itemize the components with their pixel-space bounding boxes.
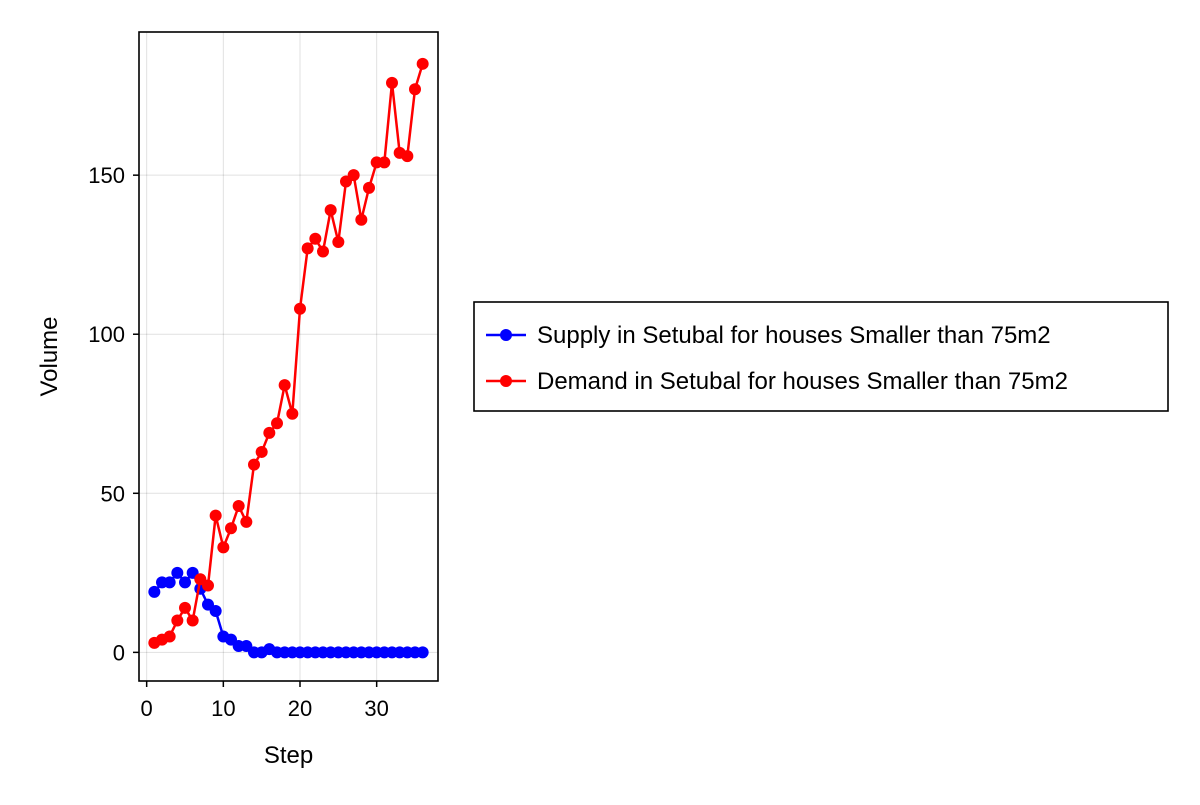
series-layer: [148, 57, 429, 659]
data-point: [209, 509, 222, 522]
y-tick-label: 150: [88, 163, 125, 188]
data-point: [255, 445, 268, 458]
legend: Supply in Setubal for houses Smaller tha…: [473, 301, 1169, 412]
data-point: [363, 181, 375, 194]
data-point: [240, 515, 253, 528]
data-point: [301, 242, 314, 255]
data-point: [271, 417, 283, 430]
data-point: [217, 541, 230, 554]
data-point: [225, 522, 237, 535]
data-point: [232, 500, 245, 513]
x-axis-label: Step: [264, 742, 313, 769]
grid-lines: [139, 32, 438, 681]
legend-entries: Supply in Setubal for houses Smaller tha…: [486, 322, 1068, 395]
y-tick-label: 50: [101, 481, 125, 506]
data-point: [209, 605, 222, 618]
data-point: [309, 232, 322, 245]
data-point: [202, 579, 214, 592]
data-point: [355, 213, 368, 226]
data-point: [416, 57, 429, 70]
x-tick-label: 20: [288, 696, 312, 721]
y-tick-label: 0: [113, 640, 125, 665]
data-point: [324, 204, 337, 217]
data-point: [332, 235, 345, 248]
x-tick-label: 0: [141, 696, 153, 721]
data-point: [263, 426, 276, 439]
data-point: [278, 379, 291, 392]
data-point: [286, 407, 299, 420]
data-point: [171, 566, 184, 579]
data-point: [401, 150, 414, 163]
data-point: [163, 576, 176, 589]
legend-entry: Demand in Setubal for houses Smaller tha…: [486, 368, 1068, 395]
data-point: [148, 585, 161, 598]
legend-label: Supply in Setubal for houses Smaller tha…: [537, 322, 1051, 349]
data-point: [347, 169, 360, 182]
x-tick-label: 10: [211, 696, 235, 721]
legend-marker: [500, 329, 512, 341]
legend-entry: Supply in Setubal for houses Smaller tha…: [486, 322, 1051, 349]
data-point: [294, 302, 306, 315]
axis-ticks: 0 10 20 30 0 50 100 150: [88, 163, 389, 721]
data-point: [248, 458, 260, 471]
data-point: [179, 576, 191, 589]
data-point: [171, 614, 184, 627]
data-point: [186, 614, 199, 627]
data-point: [378, 156, 391, 169]
y-axis-label: Volume: [36, 316, 63, 396]
legend-marker: [500, 375, 512, 387]
data-point: [317, 245, 329, 258]
data-point: [163, 630, 176, 643]
series-demand: [148, 57, 429, 649]
x-tick-label: 30: [364, 696, 388, 721]
data-point: [386, 76, 398, 89]
data-point: [416, 646, 429, 659]
data-point: [409, 83, 421, 96]
plot-frame: [138, 31, 439, 682]
y-tick-label: 100: [88, 322, 125, 347]
legend-label: Demand in Setubal for houses Smaller tha…: [537, 368, 1068, 395]
data-point: [179, 601, 191, 614]
legend-box: [473, 301, 1169, 412]
